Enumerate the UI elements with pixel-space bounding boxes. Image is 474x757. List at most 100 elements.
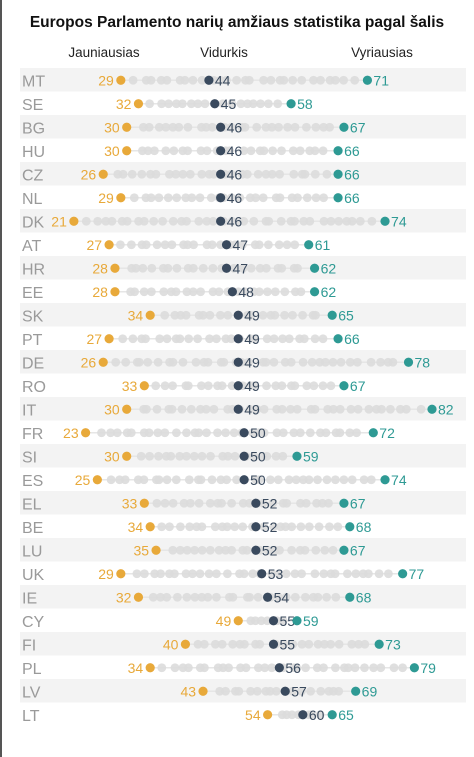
member-dot: [166, 451, 176, 461]
oldest-dot: [427, 404, 437, 414]
member-dot: [248, 569, 258, 579]
member-dot: [193, 99, 203, 109]
member-dot: [280, 287, 290, 297]
member-dot: [188, 287, 198, 297]
member-dot: [182, 592, 192, 602]
member-dot: [310, 146, 320, 156]
member-dot: [214, 287, 224, 297]
member-dot: [154, 193, 164, 203]
member-dot: [172, 263, 182, 273]
country-label: AT: [22, 238, 41, 255]
member-dot: [253, 592, 263, 602]
youngest-label: 34: [128, 519, 144, 535]
member-dot: [318, 498, 327, 508]
member-dot: [319, 569, 329, 579]
member-dot: [280, 310, 289, 320]
member-dot: [180, 75, 190, 85]
member-dot: [145, 99, 155, 109]
average-label: 46: [227, 143, 243, 159]
member-dot: [353, 357, 362, 367]
country-label: IT: [22, 402, 36, 419]
member-dot: [290, 122, 300, 132]
member-dot: [305, 428, 315, 438]
member-dot: [184, 475, 194, 485]
member-dot: [252, 404, 262, 414]
member-dot: [128, 75, 138, 85]
oldest-label: 67: [350, 378, 366, 394]
member-dot: [148, 592, 158, 602]
member-dot: [279, 639, 289, 649]
member-dot: [159, 287, 169, 297]
member-dot: [183, 122, 193, 132]
member-dot: [232, 475, 242, 485]
youngest-dot: [233, 616, 243, 626]
member-dot: [245, 592, 255, 602]
average-dot: [216, 216, 226, 226]
member-dot: [197, 545, 207, 555]
member-dot: [218, 99, 228, 109]
member-dot: [315, 710, 325, 720]
member-dot: [214, 545, 224, 555]
member-dot: [229, 263, 239, 273]
member-dot: [184, 334, 194, 344]
youngest-label: 28: [92, 260, 108, 276]
average-dot: [274, 663, 284, 673]
member-dot: [188, 263, 198, 273]
member-dot: [174, 122, 184, 132]
member-dot: [197, 522, 207, 532]
average-dot: [210, 99, 220, 109]
oldest-dot: [398, 569, 408, 579]
average-dot: [233, 404, 243, 414]
member-dot: [152, 240, 162, 250]
member-dot: [302, 381, 312, 391]
oldest-dot: [339, 545, 349, 555]
average-label: 49: [244, 354, 260, 370]
member-dot: [223, 310, 233, 320]
member-dot: [225, 146, 235, 156]
youngest-label: 34: [128, 660, 144, 676]
member-dot: [213, 428, 222, 438]
member-dot: [202, 216, 212, 226]
member-dot: [347, 639, 357, 649]
member-dot: [251, 193, 261, 203]
oldest-label: 66: [344, 166, 360, 182]
member-dot: [143, 357, 153, 367]
oldest-label: 72: [379, 425, 395, 441]
average-dot: [216, 169, 226, 179]
member-dot: [302, 122, 311, 132]
member-dot: [259, 146, 269, 156]
oldest-label: 59: [303, 613, 319, 629]
member-dot: [163, 193, 173, 203]
member-dot: [227, 193, 236, 203]
member-dot: [209, 169, 219, 179]
member-dot: [297, 569, 306, 579]
member-dot: [326, 216, 336, 226]
youngest-dot: [110, 263, 120, 273]
youngest-label: 29: [98, 190, 114, 206]
member-dot: [256, 99, 265, 109]
member-dot: [185, 522, 195, 532]
average-dot: [251, 522, 261, 532]
average-dot: [268, 639, 279, 649]
member-dot: [274, 569, 284, 579]
member-dot: [261, 357, 271, 367]
youngest-dot: [116, 569, 126, 579]
oldest-dot: [286, 99, 296, 109]
member-dot: [288, 310, 297, 320]
average-dot: [257, 569, 267, 579]
average-label: 55: [279, 636, 295, 652]
member-dot: [227, 498, 237, 508]
member-dot: [389, 663, 399, 673]
country-label: SI: [22, 449, 37, 466]
member-dot: [186, 404, 196, 414]
member-dot: [160, 240, 170, 250]
member-dot: [266, 475, 275, 485]
youngest-dot: [145, 522, 155, 532]
member-dot: [321, 357, 330, 367]
member-dot: [335, 428, 345, 438]
oldest-label: 74: [391, 213, 407, 229]
member-dot: [262, 334, 272, 344]
member-dot: [310, 169, 320, 179]
member-dot: [129, 193, 139, 203]
oldest-label: 59: [303, 448, 319, 464]
